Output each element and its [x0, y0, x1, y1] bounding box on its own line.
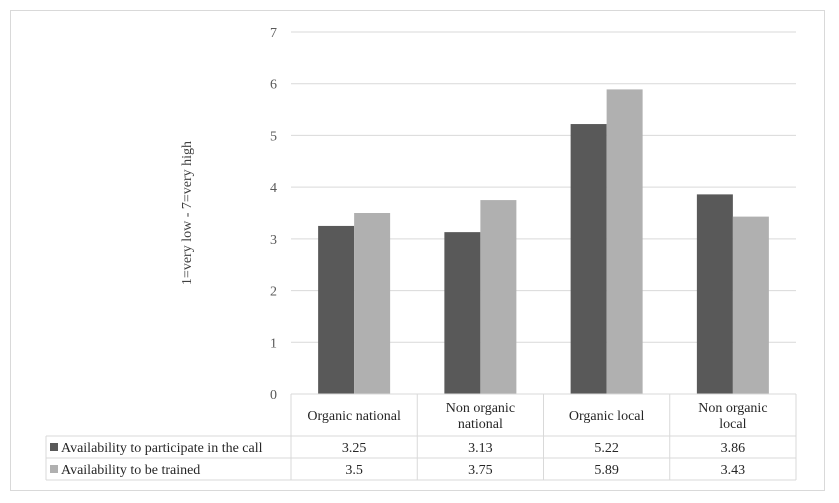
- legend-key-series2: [50, 465, 58, 473]
- legend-label-series2: Availability to be trained: [61, 463, 200, 478]
- data-label-series2: 3.5: [345, 463, 363, 478]
- bar-series2: [354, 213, 391, 394]
- category-label: Non organic national: [446, 401, 515, 432]
- category-label: Organic national: [307, 409, 401, 424]
- bar-series1: [444, 232, 481, 394]
- data-label-series2: 5.89: [594, 463, 619, 478]
- y-tick-label: 1: [270, 336, 277, 351]
- bar-series2: [480, 200, 517, 394]
- data-label-series2: 3.43: [721, 463, 746, 478]
- y-tick-label: 3: [270, 233, 277, 248]
- legend-label-series1: Availability to participate in the call: [61, 441, 263, 456]
- y-axis-label: 1=very low - 7=very high: [180, 141, 195, 285]
- data-label-series1: 3.25: [342, 441, 367, 456]
- data-label-series1: 3.13: [468, 441, 493, 456]
- bar-series1: [318, 225, 355, 394]
- y-tick-label: 4: [270, 181, 277, 196]
- y-tick-label: 5: [270, 129, 277, 144]
- y-tick-label: 0: [270, 388, 277, 403]
- category-label: Non organic local: [698, 401, 767, 432]
- bar-series2: [606, 89, 643, 394]
- data-label-series2: 3.75: [468, 463, 493, 478]
- chart-frame: 0 1 2 3 4 5 6 7 Organic national Non organic nati…: [10, 10, 825, 491]
- bar-series1: [570, 124, 607, 395]
- chart-svg: 0 1 2 3 4 5 6 7 Organic national Non organic nati…: [45, 26, 797, 481]
- data-label-series1: 5.22: [594, 441, 619, 456]
- y-tick-label: 7: [270, 26, 277, 41]
- y-tick-label: 6: [270, 78, 277, 93]
- y-tick-label: 2: [270, 285, 277, 300]
- legend-key-series1: [50, 443, 58, 451]
- category-label: Organic local: [569, 409, 645, 424]
- data-label-series1: 3.86: [721, 441, 746, 456]
- bar-series2: [732, 216, 769, 394]
- bar-series1: [696, 194, 733, 394]
